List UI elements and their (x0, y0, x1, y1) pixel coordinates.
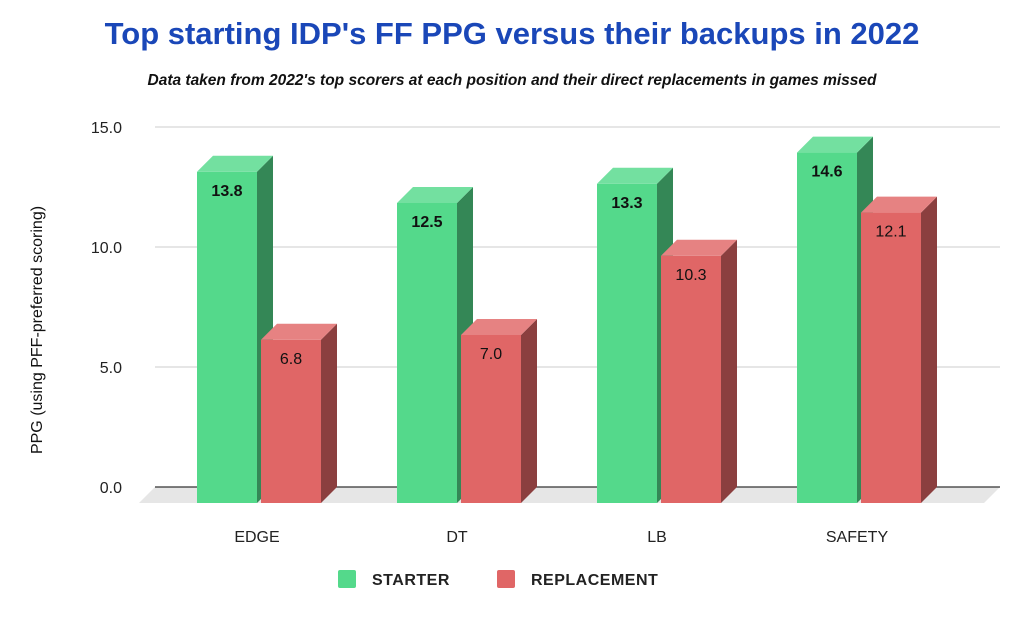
y-tick-label: 15.0 (91, 120, 122, 137)
bars: 13.8 6.8 12.5 7.0 13.3 10.3 14.6 12.1 (197, 136, 937, 504)
data-label: 14.6 (811, 164, 842, 181)
bar-replacement-safety: 12.1 (861, 196, 937, 503)
bar-replacement-dt: 7.0 (461, 319, 537, 503)
bar-top (461, 319, 537, 335)
x-tick-label: LB (647, 529, 667, 546)
bar-replacement-lb: 10.3 (661, 239, 737, 504)
bar-front (397, 203, 457, 503)
bar-side (521, 319, 537, 503)
chart-title: Top starting IDP's FF PPG versus their b… (104, 16, 920, 51)
x-tick-label: EDGE (234, 529, 279, 546)
bar-front (797, 152, 857, 503)
bar-starter-edge: 13.8 (197, 155, 273, 504)
bar-side (721, 239, 737, 504)
legend-item-replacement: REPLACEMENT (497, 570, 658, 589)
bar-front (597, 183, 657, 504)
x-tick-label: DT (446, 529, 468, 546)
legend-label: REPLACEMENT (531, 572, 658, 589)
y-tick-label: 5.0 (100, 360, 122, 377)
bar-replacement-edge: 6.8 (261, 323, 337, 503)
bar-front (461, 335, 521, 503)
bar-top (861, 196, 937, 213)
data-label: 13.3 (611, 195, 642, 212)
bar-front (661, 255, 721, 503)
bar-top (597, 167, 673, 184)
chart-floor-plane (139, 487, 1000, 503)
bar-top (661, 239, 737, 256)
legend-item-starter: STARTER (338, 570, 450, 589)
data-label: 13.8 (211, 183, 242, 200)
bar-front (261, 339, 321, 503)
y-tick-label: 10.0 (91, 240, 122, 257)
bar-side (921, 196, 937, 503)
y-tick-label: 0.0 (100, 480, 122, 497)
x-tick-label: SAFETY (826, 529, 889, 546)
bar-top (261, 323, 337, 340)
data-label: 12.1 (875, 224, 906, 241)
legend-label: STARTER (372, 572, 450, 589)
bar-front (197, 171, 257, 504)
legend-swatch (338, 570, 356, 588)
data-label: 6.8 (280, 351, 302, 368)
data-label: 12.5 (411, 214, 442, 231)
bar-top (397, 187, 473, 203)
y-axis-ticks: 0.0 5.0 10.0 15.0 (91, 120, 122, 497)
bar-side (321, 323, 337, 503)
bar-front (861, 212, 921, 503)
chart-subtitle: Data taken from 2022's top scorers at ea… (147, 72, 877, 89)
data-label: 7.0 (480, 346, 502, 363)
chart-floor (139, 487, 1000, 503)
data-label: 10.3 (675, 267, 706, 284)
x-axis-ticks: EDGE DT LB SAFETY (234, 529, 888, 546)
legend-swatch (497, 570, 515, 588)
bar-top (797, 136, 873, 153)
legend: STARTER REPLACEMENT (338, 570, 658, 589)
y-axis-label: PPG (using PFF-preferred scoring) (29, 206, 46, 454)
bar-top (197, 155, 273, 172)
